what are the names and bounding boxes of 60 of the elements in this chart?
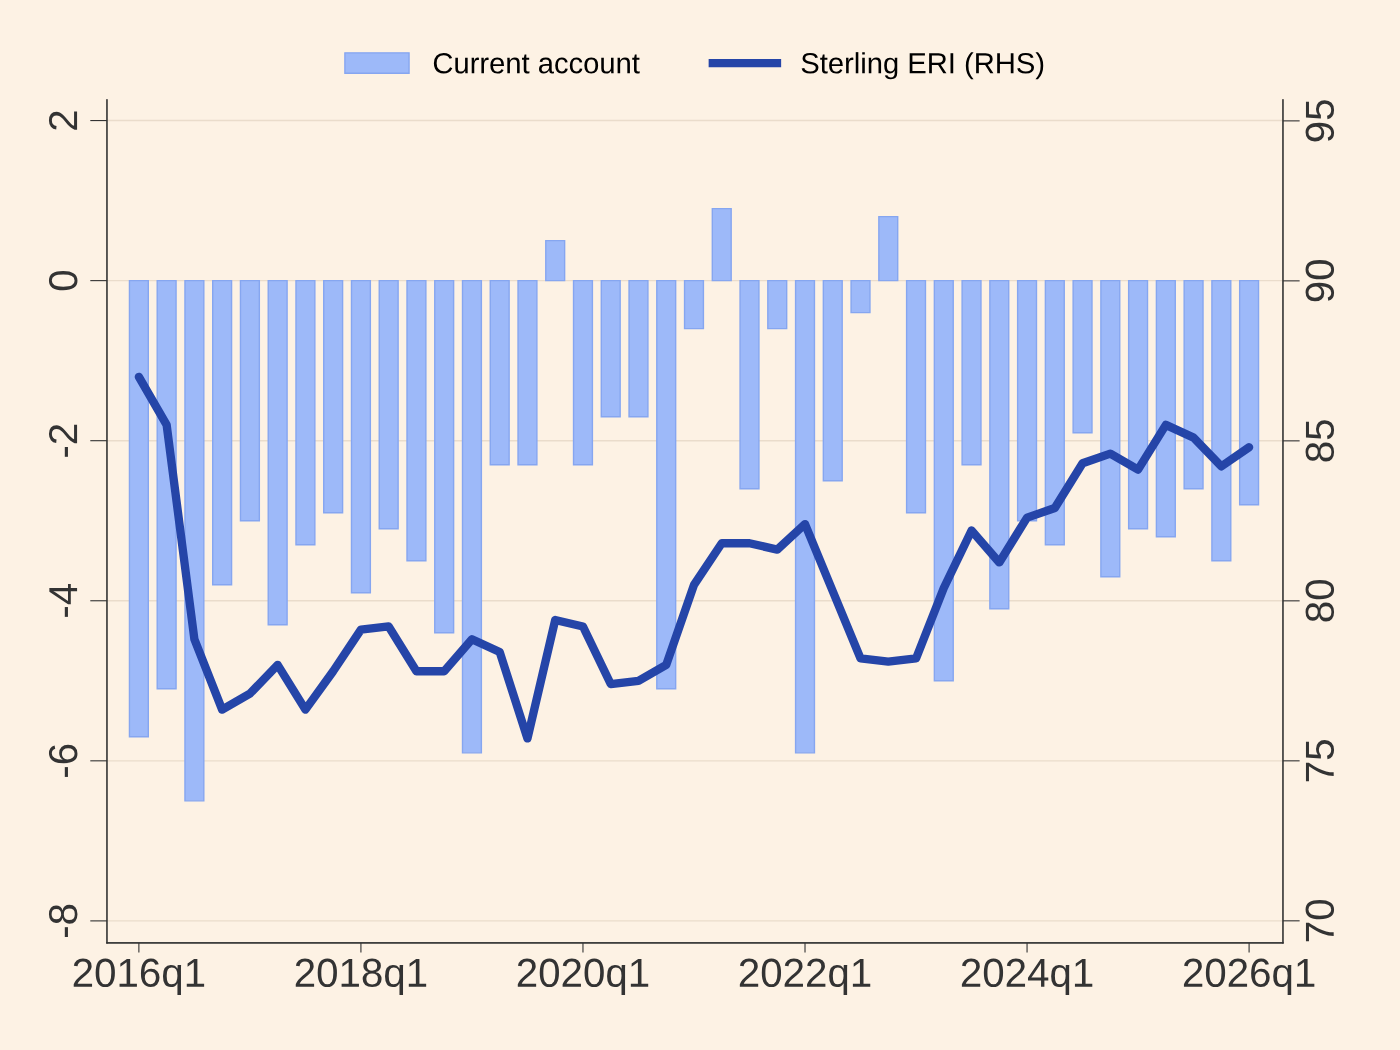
y-tick-label: -8	[48, 904, 78, 938]
bar	[572, 279, 594, 466]
bar	[850, 279, 871, 314]
bar	[933, 279, 954, 682]
bar	[683, 279, 705, 330]
y2-tick-label: 70	[1305, 899, 1335, 942]
y-tick-label: -4	[49, 584, 78, 617]
bar	[905, 279, 927, 514]
y2-tick-label: 95	[1305, 100, 1335, 142]
bar	[323, 279, 344, 514]
bar	[1211, 279, 1232, 562]
bar	[1238, 279, 1260, 506]
bar	[128, 279, 150, 738]
y2-tick-label: 80	[1305, 580, 1335, 622]
y-tick-label: -2	[48, 424, 78, 457]
bar	[628, 279, 649, 418]
bar	[517, 279, 538, 466]
bar	[461, 279, 483, 754]
bar	[1127, 279, 1149, 530]
bar	[378, 279, 399, 530]
bar	[212, 279, 233, 586]
bar	[961, 279, 982, 466]
bar	[600, 279, 621, 418]
bar	[545, 239, 566, 282]
bar	[295, 279, 316, 546]
bar	[711, 207, 732, 282]
bar	[434, 279, 455, 634]
y2-tick-label: 90	[1305, 260, 1335, 302]
legend-label: Current account	[433, 52, 640, 74]
bar	[656, 279, 677, 690]
bar	[739, 279, 760, 490]
x-tick-label: 2022q1	[739, 958, 871, 996]
legend-label: Sterling ERI (RHS)	[801, 52, 1044, 80]
bar	[184, 279, 205, 802]
x-tick-label: 2024q1	[961, 958, 1093, 996]
bar	[1044, 279, 1065, 546]
bar	[1072, 279, 1093, 434]
bar	[1016, 279, 1038, 522]
y-tick-label: 2	[48, 111, 78, 130]
x-tick-label: 2020q1	[517, 958, 649, 996]
y-tick-label: 0	[48, 271, 78, 291]
bar	[989, 279, 1010, 610]
bar	[267, 279, 288, 626]
bar	[878, 215, 899, 282]
bar	[1183, 279, 1204, 490]
bar	[794, 279, 816, 754]
bar	[489, 279, 510, 466]
bar	[350, 279, 372, 594]
x-tick-label: 2016q1	[73, 958, 205, 996]
bar	[1100, 279, 1121, 578]
y-tick-label: -6	[48, 744, 78, 777]
bar	[767, 279, 788, 330]
bar	[822, 279, 843, 482]
x-tick-label: 2018q1	[295, 958, 427, 996]
bar	[239, 279, 261, 522]
bar	[406, 279, 427, 562]
y2-tick-label: 75	[1305, 740, 1335, 782]
y2-tick-label: 85	[1305, 420, 1335, 462]
x-tick-label: 2026q1	[1183, 958, 1315, 996]
bar	[1155, 279, 1176, 538]
